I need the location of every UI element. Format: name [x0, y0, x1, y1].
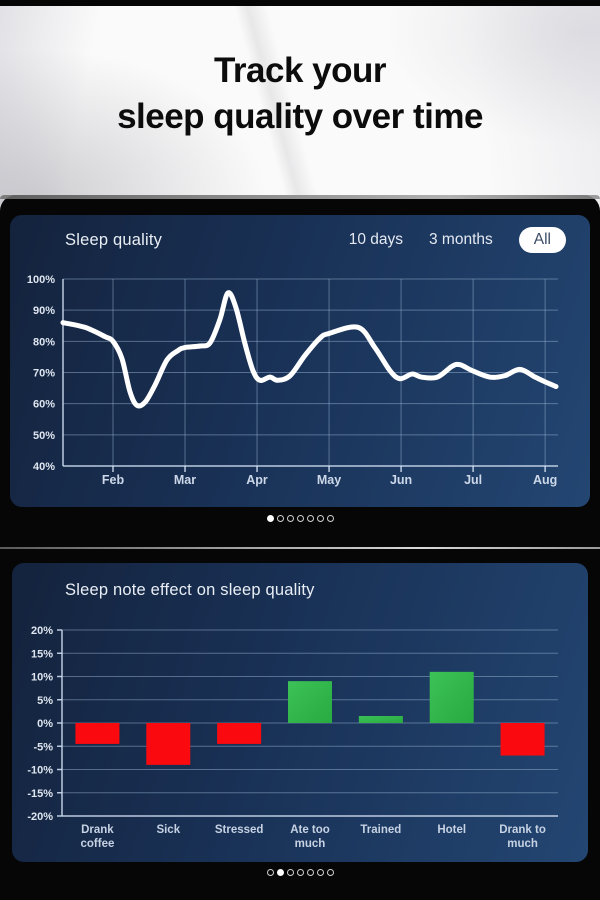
pager-dot-6[interactable] [316, 515, 324, 522]
y-tick--5%: -5% [33, 741, 53, 753]
device-frames: Sleep quality 10 days 3 months All Feb Mar A… [0, 195, 600, 900]
device-separator [0, 547, 600, 549]
pager-dot-3[interactable] [286, 515, 294, 522]
bar-sick [146, 723, 191, 765]
pager-dot-1[interactable] [266, 515, 274, 522]
x-tick-feb: Feb [102, 473, 125, 487]
y-tick-100%: 100% [27, 274, 55, 286]
pager-dots-bottom [0, 869, 600, 876]
sleep-note-title: Sleep note effect on sleep quality [65, 581, 315, 599]
y-tick-20%: 20% [31, 625, 53, 637]
category-label-hotel: Hotel [437, 824, 466, 836]
y-tick-80%: 80% [33, 336, 55, 348]
time-range-tabs: 10 days 3 months All [349, 227, 566, 253]
bar-drank-to-much [500, 723, 545, 756]
sleep-quality-line-chart: Feb Mar Apr May Jun Jul Aug 100% 90% 80% 70% 60% 50%… [27, 274, 559, 487]
bar-ate-too-much [288, 681, 332, 723]
tab-3-months[interactable]: 3 months [429, 231, 493, 248]
sleep-note-bar-chart: 20% 15% 10% 5% 0% -5% -10% -15% -20% Drank coffee S… [27, 625, 558, 850]
y-tick-70%: 70% [33, 368, 55, 380]
y-tick-90%: 90% [33, 305, 55, 317]
bar-drank-coffee [75, 723, 120, 744]
y-tick-5%: 5% [37, 695, 53, 707]
x-tick-may: May [317, 473, 341, 487]
x-tick-jul: Jul [464, 473, 482, 487]
top-black-strip [0, 0, 600, 6]
sleep-quality-title: Sleep quality [65, 231, 163, 249]
sleep-quality-panel: Sleep quality 10 days 3 months All Feb Mar A… [10, 215, 590, 507]
bar-hotel [429, 671, 474, 723]
y-tick-15%: 15% [31, 648, 53, 660]
bar-stressed [217, 723, 262, 744]
category-label-drank-coffee: Drank coffee [80, 824, 114, 850]
category-label-sick: Sick [156, 824, 180, 836]
y-tick--15%: -15% [27, 788, 53, 800]
pager-dot-7[interactable] [326, 869, 334, 876]
sleep-note-panel: Sleep note effect on sleep quality 20% 15… [12, 563, 588, 862]
y-tick--20%: -20% [27, 811, 53, 823]
y-tick--10%: -10% [27, 765, 53, 777]
pager-dot-5[interactable] [306, 869, 314, 876]
headline-line-1: Track your [213, 51, 387, 90]
pager-dot-7[interactable] [326, 515, 334, 522]
y-tick-0%: 0% [37, 718, 53, 730]
pager-dots-top [0, 515, 600, 522]
y-tick-10%: 10% [31, 672, 53, 684]
headline-line-2: sleep quality over time [117, 97, 483, 136]
pager-dot-2[interactable] [276, 515, 284, 522]
category-label-stressed: Stressed [215, 824, 264, 836]
silk-fabric-background [0, 0, 600, 210]
x-tick-apr: Apr [246, 473, 268, 487]
pager-dot-4[interactable] [296, 869, 304, 876]
y-tick-50%: 50% [33, 430, 55, 442]
category-label-trained: Trained [360, 824, 401, 836]
pager-dot-2[interactable] [276, 869, 284, 876]
tab-all[interactable]: All [518, 227, 566, 253]
x-tick-mar: Mar [174, 473, 196, 487]
pager-dot-3[interactable] [286, 869, 294, 876]
pager-dot-6[interactable] [316, 869, 324, 876]
x-tick-jun: Jun [390, 473, 412, 487]
pager-dot-4[interactable] [296, 515, 304, 522]
sleep-quality-line-series [60, 290, 559, 409]
x-tick-aug: Aug [533, 473, 557, 487]
category-label-ate-too-much: Ate too much [290, 824, 330, 850]
category-label-drank-to-much: Drank to much [499, 824, 546, 850]
pager-dot-5[interactable] [306, 515, 314, 522]
y-tick-40%: 40% [33, 461, 55, 473]
bar-trained [358, 716, 403, 723]
y-tick-60%: 60% [33, 399, 55, 411]
page-title: Track your sleep quality over time [0, 48, 600, 140]
tab-10-days[interactable]: 10 days [348, 231, 403, 248]
pager-dot-1[interactable] [266, 869, 274, 876]
